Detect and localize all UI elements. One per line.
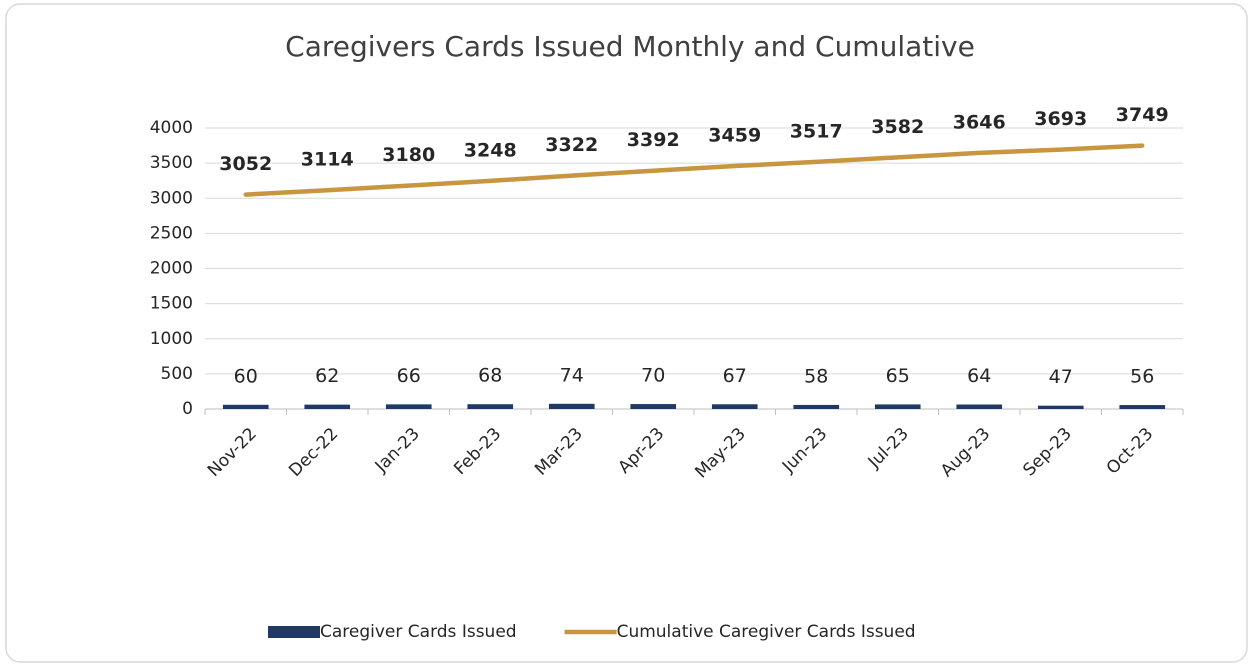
chart-title: Caregivers Cards Issued Monthly and Cumu… [285, 30, 975, 63]
data-label: 58 [804, 365, 828, 387]
data-label: 47 [1049, 366, 1073, 388]
data-label: 67 [723, 365, 747, 387]
legend-swatch [268, 626, 320, 638]
data-label: 3749 [1116, 104, 1169, 126]
data-label: 3517 [790, 120, 843, 142]
bar [630, 404, 677, 409]
y-tick-label: 3000 [150, 188, 193, 208]
data-label: 56 [1130, 366, 1154, 388]
data-label: 74 [560, 364, 584, 386]
y-tick-label: 2500 [150, 223, 193, 243]
data-label: 3114 [301, 149, 354, 171]
legend-label: Cumulative Caregiver Cards Issued [617, 622, 916, 642]
bar [385, 404, 432, 409]
y-tick-label: 1500 [150, 294, 193, 314]
bar [467, 404, 514, 409]
data-label: 3646 [953, 111, 1006, 133]
data-label: 70 [641, 365, 665, 387]
bar [548, 403, 595, 409]
legend-label: Caregiver Cards Issued [320, 622, 517, 642]
data-label: 3582 [871, 116, 924, 138]
bar [222, 404, 269, 409]
y-tick-label: 2000 [150, 259, 193, 279]
bar [1119, 405, 1166, 409]
y-tick-label: 3500 [150, 153, 193, 173]
bar [956, 404, 1003, 409]
bar [304, 404, 351, 409]
y-tick-label: 500 [161, 364, 193, 384]
data-label: 3392 [627, 129, 680, 151]
data-label: 68 [478, 365, 502, 387]
chart-border [5, 3, 1248, 663]
data-label: 62 [315, 365, 339, 387]
data-label: 3052 [219, 153, 272, 175]
data-label: 65 [886, 365, 910, 387]
data-label: 64 [967, 365, 991, 387]
y-tick-label: 0 [182, 399, 193, 419]
data-label: 3459 [708, 125, 761, 147]
bar [1037, 405, 1084, 409]
data-label: 3180 [382, 144, 435, 166]
data-label: 60 [234, 365, 258, 387]
line [243, 143, 1145, 197]
data-label: 66 [397, 365, 421, 387]
y-tick-label: 4000 [150, 118, 193, 138]
bar [874, 404, 921, 409]
data-label: 3693 [1034, 108, 1087, 130]
bar [711, 404, 758, 409]
data-label: 3248 [464, 139, 517, 161]
bar [793, 404, 840, 409]
y-tick-label: 1000 [150, 329, 193, 349]
data-label: 3322 [545, 134, 598, 156]
